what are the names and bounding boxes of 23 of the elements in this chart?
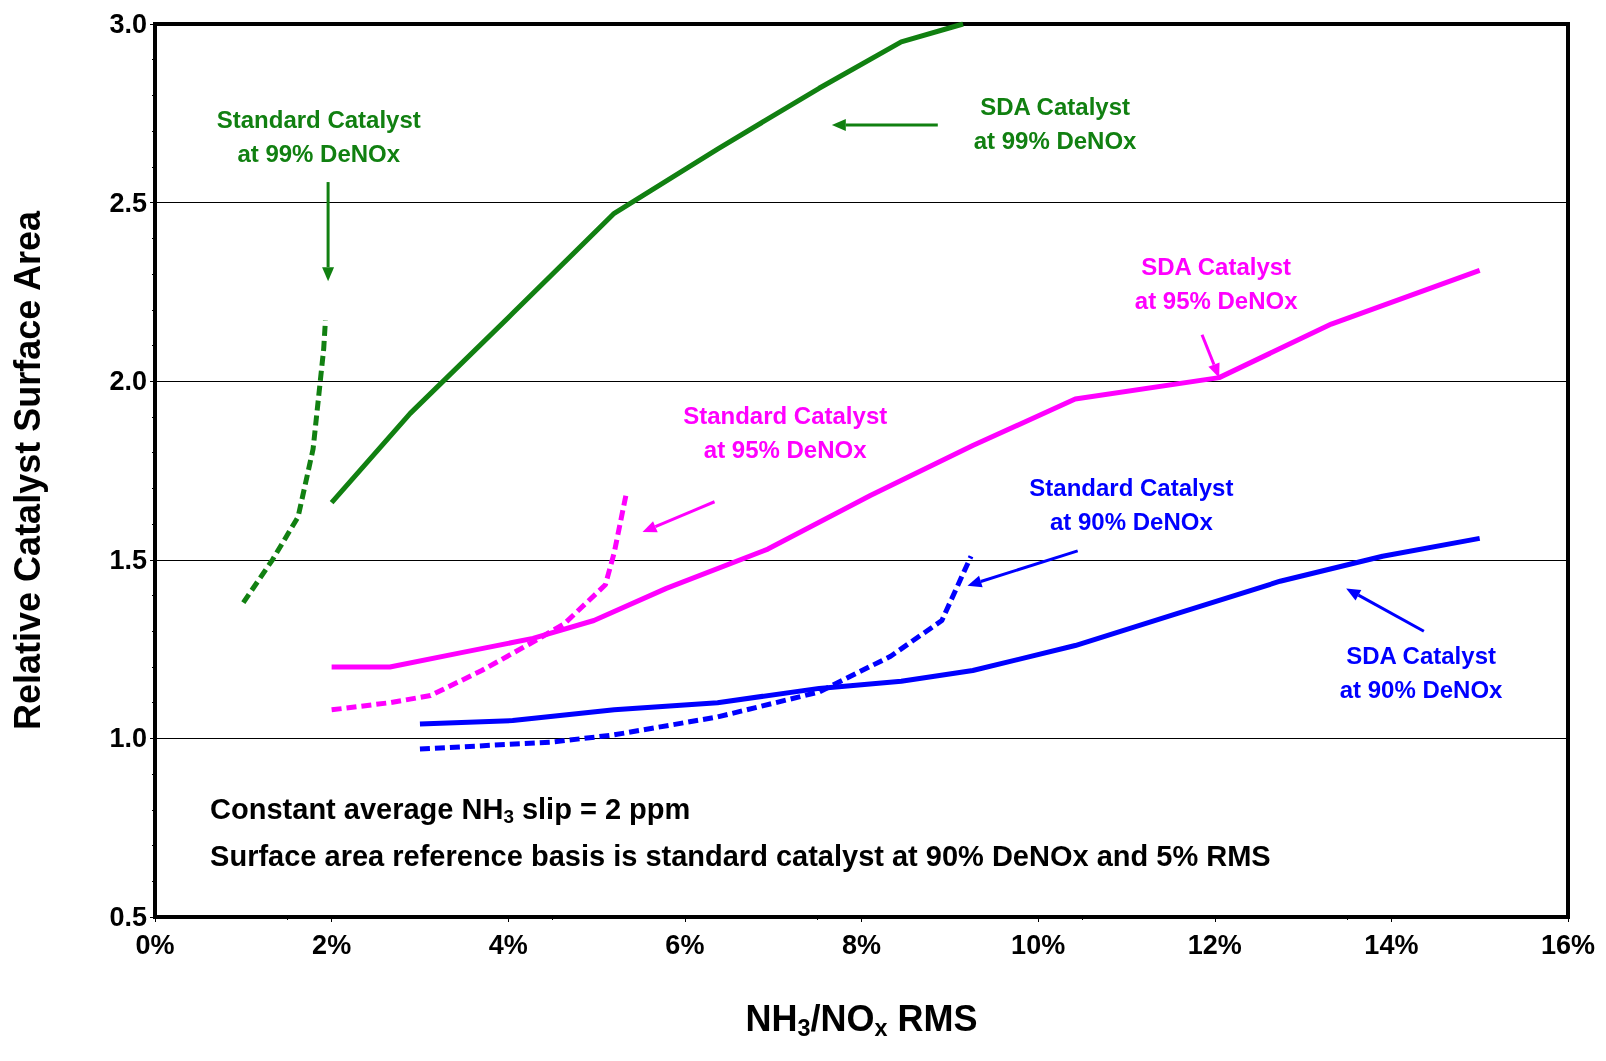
x-tick-label: 16% (1540, 929, 1596, 960)
annotation: SDA Catalyst at 95% DeNOx (1134, 253, 1299, 315)
y-tick-label: 1.0 (109, 723, 147, 754)
y-tick-label: 1.5 (109, 544, 147, 575)
annotation: SDA Catalyst at 90% DeNOx (1339, 641, 1504, 703)
x-tick-label: 6% (665, 929, 705, 960)
annotation: Standard Catalyst at 95% DeNOx (683, 401, 888, 463)
x-tick-label: 0% (135, 929, 175, 960)
x-tick-label: 14% (1364, 929, 1419, 960)
annotation: Standard Catalyst at 99% DeNOx (216, 106, 421, 168)
x-tick-label: 12% (1187, 929, 1242, 960)
y-axis-title: Relative Catalyst Surface Area (6, 210, 48, 730)
x-tick-label: 8% (841, 929, 882, 960)
y-tick-label: 2.0 (109, 366, 147, 397)
x-tick-label: 2% (312, 929, 352, 960)
x-tick-label: 10% (1011, 929, 1066, 960)
y-tick-label: 3.0 (109, 9, 147, 39)
annotation: Surface area reference basis is standard catalyst at 90% DeNOx and 5% RMS (210, 840, 1271, 873)
annotation: SDA Catalyst at 99% DeNOx (973, 92, 1138, 154)
y-tick-label: 2.5 (109, 187, 147, 218)
annotation: Standard Catalyst at 90% DeNOx (1029, 473, 1234, 535)
y-tick-label: 0.5 (109, 902, 147, 932)
x-tick-label: 4% (488, 929, 528, 960)
